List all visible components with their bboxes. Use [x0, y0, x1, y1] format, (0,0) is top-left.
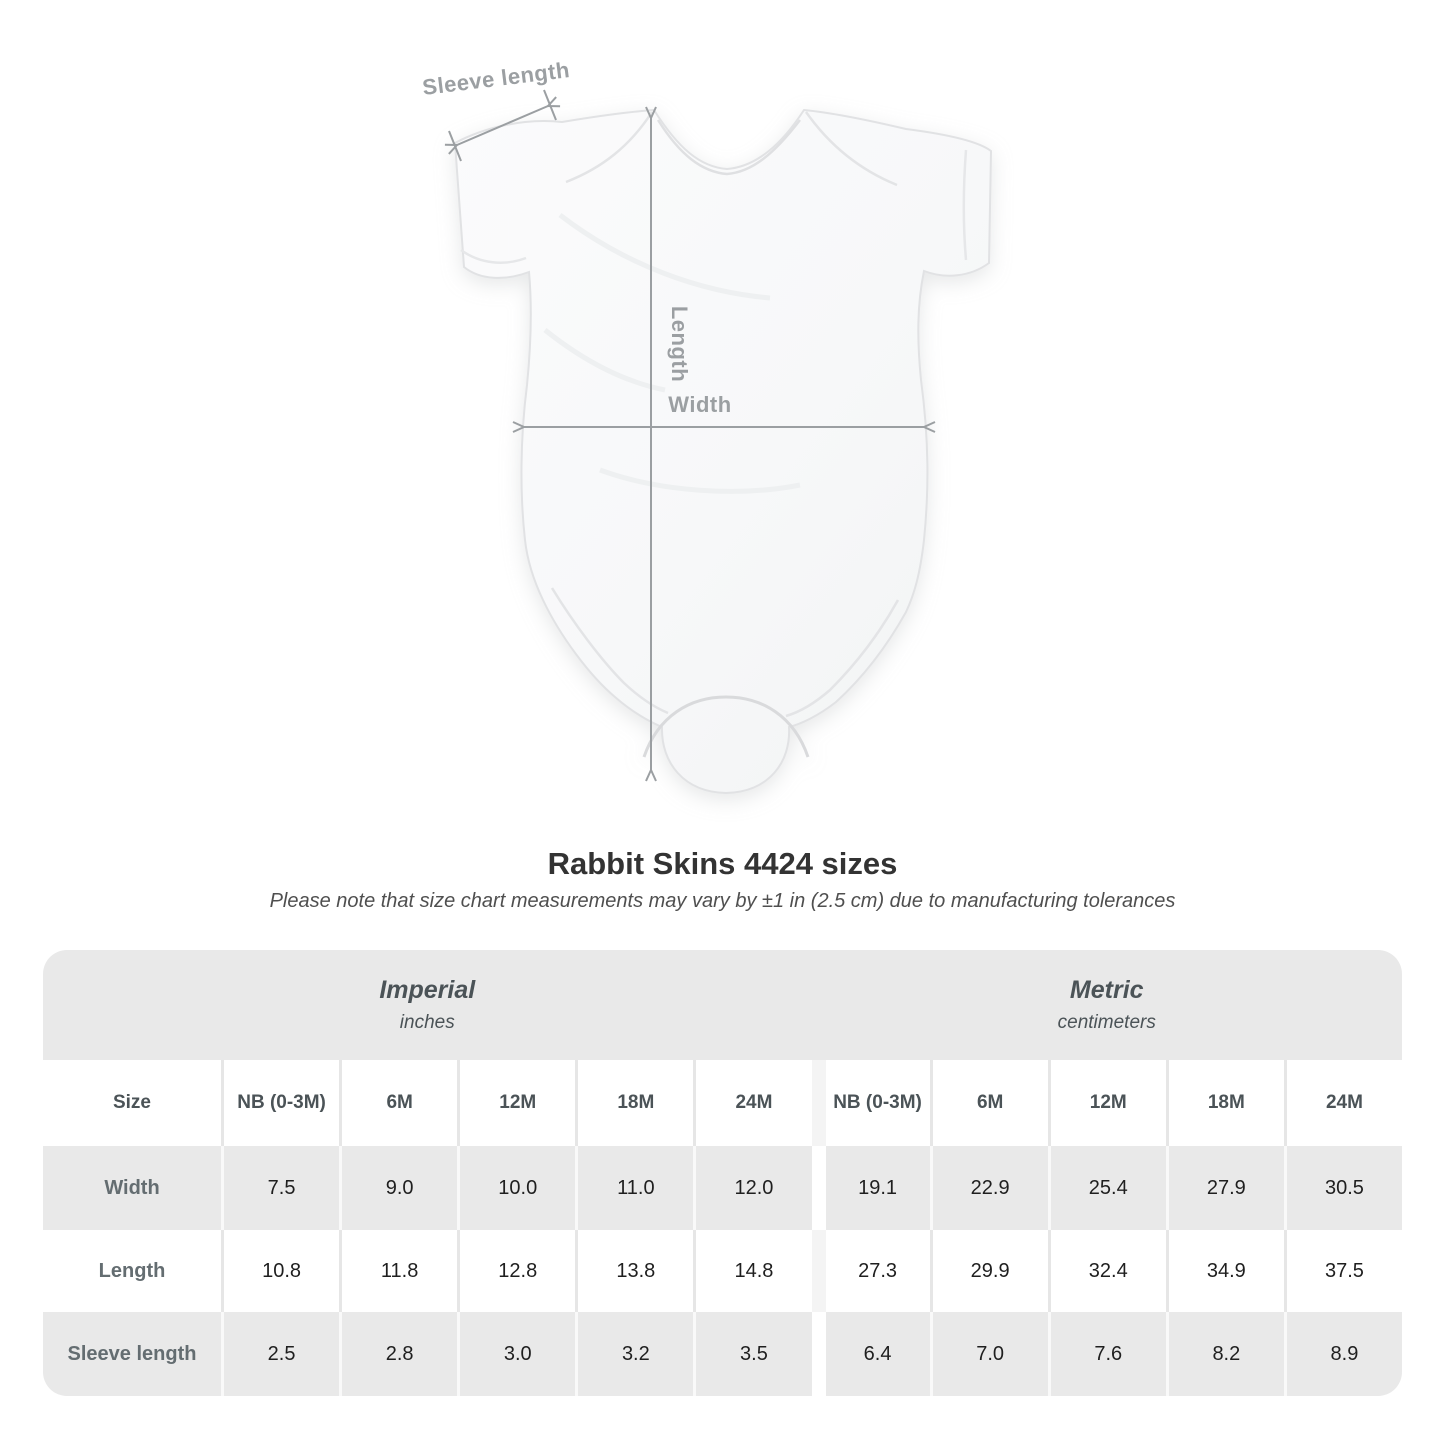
- sleeve-dimension-line: [457, 106, 548, 145]
- width-imperial-6m: 9.0: [339, 1146, 458, 1230]
- length-imperial-24m: 14.8: [693, 1230, 812, 1312]
- bodysuit-diagram: Sleeve length Length Width: [421, 57, 993, 795]
- length-metric-12m: 32.4: [1047, 1230, 1166, 1312]
- width-label: Width: [668, 392, 731, 417]
- sleeve-metric-12m: 7.6: [1047, 1312, 1166, 1396]
- unit-header-imperial: Imperial inches: [43, 950, 812, 1060]
- width-metric-18m: 27.9: [1165, 1146, 1284, 1230]
- sleeve-imperial-24m: 3.5: [693, 1312, 812, 1396]
- length-imperial-nb: 10.8: [221, 1230, 340, 1312]
- width-metric-24m: 30.5: [1283, 1146, 1402, 1230]
- width-metric-nb: 19.1: [811, 1146, 930, 1230]
- dimension-annotations: [448, 89, 924, 770]
- size-header-imperial-24m: 24M: [693, 1060, 812, 1146]
- metric-label: Metric: [1069, 976, 1144, 1004]
- row-label-length: Length: [43, 1230, 222, 1312]
- length-metric-6m: 29.9: [929, 1230, 1048, 1312]
- width-imperial-24m: 12.0: [693, 1146, 812, 1230]
- imperial-label: Imperial: [379, 976, 476, 1004]
- size-header-imperial-6m: 6M: [339, 1060, 458, 1146]
- size-header-metric-24m: 24M: [1283, 1060, 1402, 1146]
- size-column-header: Size: [43, 1060, 222, 1146]
- sleeve-length-label: Sleeve length: [421, 57, 571, 100]
- sleeve-imperial-nb: 2.5: [221, 1312, 340, 1396]
- size-header-imperial-nb: NB (0-3M): [221, 1060, 340, 1146]
- unit-header-metric: Metric centimeters: [811, 950, 1402, 1060]
- row-label-sleeve-length: Sleeve length: [43, 1312, 222, 1396]
- size-header-imperial-12m: 12M: [457, 1060, 576, 1146]
- sleeve-dimension-tick-right: [543, 89, 557, 121]
- width-imperial-18m: 11.0: [575, 1146, 694, 1230]
- size-header-metric-nb: NB (0-3M): [811, 1060, 930, 1146]
- sleeve-imperial-6m: 2.8: [339, 1312, 458, 1396]
- sleeve-imperial-18m: 3.2: [575, 1312, 694, 1396]
- sleeve-imperial-12m: 3.0: [457, 1312, 576, 1396]
- imperial-unit-label: inches: [399, 1012, 455, 1033]
- metric-unit-label: centimeters: [1057, 1012, 1156, 1033]
- length-label: Length: [667, 306, 692, 382]
- sleeve-metric-6m: 7.0: [929, 1312, 1048, 1396]
- length-imperial-12m: 12.8: [457, 1230, 576, 1312]
- width-imperial-12m: 10.0: [457, 1146, 576, 1230]
- length-metric-24m: 37.5: [1283, 1230, 1402, 1312]
- sleeve-dimension-tick-left: [448, 130, 462, 162]
- length-metric-18m: 34.9: [1165, 1230, 1284, 1312]
- width-metric-6m: 22.9: [929, 1146, 1048, 1230]
- tolerance-note: Please note that size chart measurements…: [269, 890, 1176, 912]
- length-imperial-18m: 13.8: [575, 1230, 694, 1312]
- size-table: Imperial inches Metric centimeters Size …: [43, 950, 1402, 1396]
- sleeve-metric-24m: 8.9: [1283, 1312, 1402, 1396]
- sleeve-metric-18m: 8.2: [1165, 1312, 1284, 1396]
- size-header-metric-6m: 6M: [929, 1060, 1048, 1146]
- length-imperial-6m: 11.8: [339, 1230, 458, 1312]
- page-title: Rabbit Skins 4424 sizes: [547, 846, 898, 881]
- width-imperial-nb: 7.5: [221, 1146, 340, 1230]
- bodysuit-artwork: [453, 108, 993, 795]
- size-header-imperial-18m: 18M: [575, 1060, 694, 1146]
- size-header-metric-12m: 12M: [1047, 1060, 1166, 1146]
- width-metric-12m: 25.4: [1047, 1146, 1166, 1230]
- size-header-metric-18m: 18M: [1165, 1060, 1284, 1146]
- sleeve-metric-nb: 6.4: [811, 1312, 930, 1396]
- row-label-width: Width: [43, 1146, 222, 1230]
- length-metric-nb: 27.3: [811, 1230, 930, 1312]
